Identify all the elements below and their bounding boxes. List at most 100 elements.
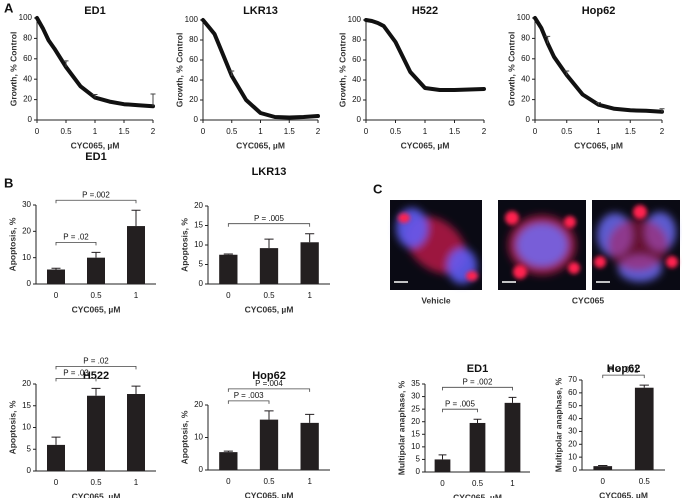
y-tick-label: 10 [411,442,420,451]
bar [47,269,65,284]
x-tick-label: 0 [226,477,231,486]
y-tick-label: 60 [23,54,32,63]
error-bar [150,93,156,107]
y-tick-label: 30 [411,392,420,401]
bar [300,422,319,470]
panel-label: B [4,175,13,190]
x-tick-label: 0 [226,291,231,300]
bar [434,459,451,472]
y-tick-label: 20 [194,201,203,210]
y-tick-label: 5 [27,444,32,453]
p-value: P = .003 [234,391,264,400]
y-tick-label: 100 [348,15,362,24]
p-value: P = .02 [83,356,109,365]
bar [47,444,65,471]
x-tick-label: 0.5 [60,127,72,136]
x-tick-label: 0.5 [226,127,238,136]
x-axis-label: CYC065, µM [236,140,285,150]
x-tick-label: 2 [660,127,665,136]
p-value: P = .02 [63,233,89,242]
y-tick-label: 10 [22,253,31,262]
x-tick-label: 2 [316,127,321,136]
y-tick-label: 70 [568,375,577,384]
y-axis-label: Multipolar anaphase, % [396,380,406,475]
y-tick-label: 10 [22,423,31,432]
error-bar [51,267,61,270]
y-tick-label: 5 [199,260,204,269]
error-bar [92,94,98,98]
error-bar [51,436,61,445]
y-tick-label: 40 [352,75,361,84]
x-tick-label: 0.5 [390,127,402,136]
growth-curve [201,18,320,120]
y-tick-label: 35 [411,379,420,388]
y-tick-label: 20 [521,95,530,104]
y-axis-label: Growth, % Control [174,33,184,108]
y-tick-label: 5 [416,455,421,464]
y-tick-label: 20 [352,95,361,104]
bar [87,395,105,471]
p-value: P < .001 [609,365,639,374]
y-tick-label: 0 [194,115,199,124]
error-bar [305,233,315,243]
y-axis-label: Growth, % Control [337,33,347,108]
error-bar [91,251,101,258]
error-bar [564,70,570,76]
x-tick-label: 0 [54,478,59,487]
y-tick-label: 0 [199,279,204,288]
y-tick-label: 20 [22,226,31,235]
y-tick-label: 40 [521,74,530,83]
micrograph [592,200,680,290]
micrograph [498,200,586,290]
y-tick-label: 20 [194,400,203,409]
x-tick-label: 1 [93,127,98,136]
y-tick-label: 80 [352,35,361,44]
significance-bracket [55,365,137,370]
y-tick-label: 0 [357,115,362,124]
chart-title: ED1 [85,151,106,163]
bar [593,466,613,470]
x-tick-label: 0.5 [472,479,484,488]
x-axis-label: CYC065, µM [401,140,450,150]
x-axis-label: CYC065, µM [245,490,294,498]
y-axis-label: Apoptosis, % [179,410,189,464]
x-tick-label: 1 [134,478,139,487]
error-bar [264,238,274,249]
x-axis-label: CYC065, µM [245,304,294,314]
error-bar [305,413,315,423]
y-tick-label: 100 [517,13,531,22]
y-tick-label: 0 [416,467,421,476]
y-tick-label: 10 [194,240,203,249]
p-value: P = .005 [254,214,284,223]
growth-curve [364,18,486,92]
significance-bracket [55,242,97,246]
error-bar [438,454,447,460]
y-tick-label: 20 [22,379,31,388]
x-tick-label: 1 [134,291,139,300]
chart-title: LKR13 [252,166,287,178]
significance-bracket [227,400,270,404]
x-tick-label: 2 [151,127,156,136]
y-tick-label: 40 [189,75,198,84]
chart-title: H522 [83,370,109,382]
significance-bracket [442,386,513,391]
p-value: P =.004 [255,379,283,388]
y-tick-label: 10 [568,452,577,461]
y-tick-label: 0 [526,115,531,124]
bar [634,387,654,470]
chart-title: Hop62 [252,370,286,382]
significance-bracket [442,408,478,413]
x-axis-label: CYC065, µM [71,140,120,150]
x-tick-label: 0 [35,127,40,136]
bar [219,452,238,470]
x-tick-label: 0 [201,127,206,136]
y-tick-label: 20 [568,439,577,448]
p-value: P = .002 [463,377,493,386]
chart-title: H522 [412,5,438,17]
x-tick-label: 0.5 [90,291,102,300]
chart-title: ED1 [84,5,105,17]
p-value: P =.002 [82,190,110,199]
x-axis-label: CYC065, µM [72,304,121,314]
y-tick-label: 15 [411,429,420,438]
x-tick-label: 0.5 [263,477,275,486]
